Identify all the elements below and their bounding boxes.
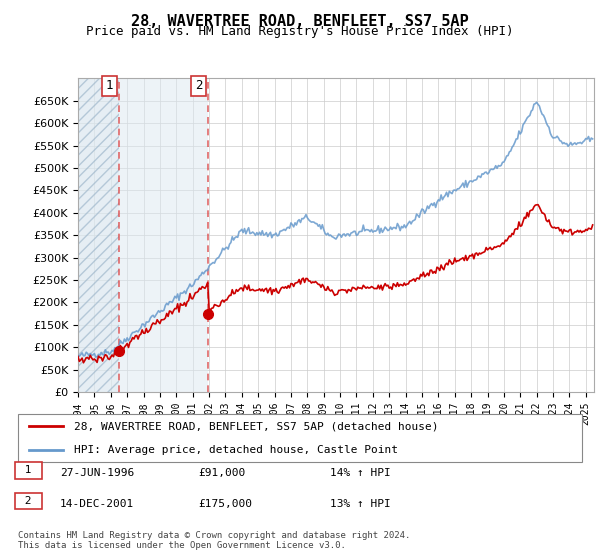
Text: HPI: Average price, detached house, Castle Point: HPI: Average price, detached house, Cast… <box>74 445 398 455</box>
Text: 28, WAVERTREE ROAD, BENFLEET, SS7 5AP (detached house): 28, WAVERTREE ROAD, BENFLEET, SS7 5AP (d… <box>74 421 439 431</box>
Polygon shape <box>78 78 119 392</box>
Polygon shape <box>119 78 208 392</box>
Text: 1: 1 <box>106 80 113 92</box>
Text: Contains HM Land Registry data © Crown copyright and database right 2024.
This d: Contains HM Land Registry data © Crown c… <box>18 530 410 550</box>
Text: 1: 1 <box>18 465 38 475</box>
Text: 13% ↑ HPI: 13% ↑ HPI <box>330 499 391 509</box>
Text: £91,000: £91,000 <box>198 468 245 478</box>
Text: £175,000: £175,000 <box>198 499 252 509</box>
Text: 28, WAVERTREE ROAD, BENFLEET, SS7 5AP: 28, WAVERTREE ROAD, BENFLEET, SS7 5AP <box>131 14 469 29</box>
Text: Price paid vs. HM Land Registry's House Price Index (HPI): Price paid vs. HM Land Registry's House … <box>86 25 514 38</box>
Text: 27-JUN-1996: 27-JUN-1996 <box>60 468 134 478</box>
FancyBboxPatch shape <box>18 414 582 462</box>
Text: 14-DEC-2001: 14-DEC-2001 <box>60 499 134 509</box>
Text: 2: 2 <box>195 80 203 92</box>
Text: 14% ↑ HPI: 14% ↑ HPI <box>330 468 391 478</box>
Text: 2: 2 <box>18 496 38 506</box>
